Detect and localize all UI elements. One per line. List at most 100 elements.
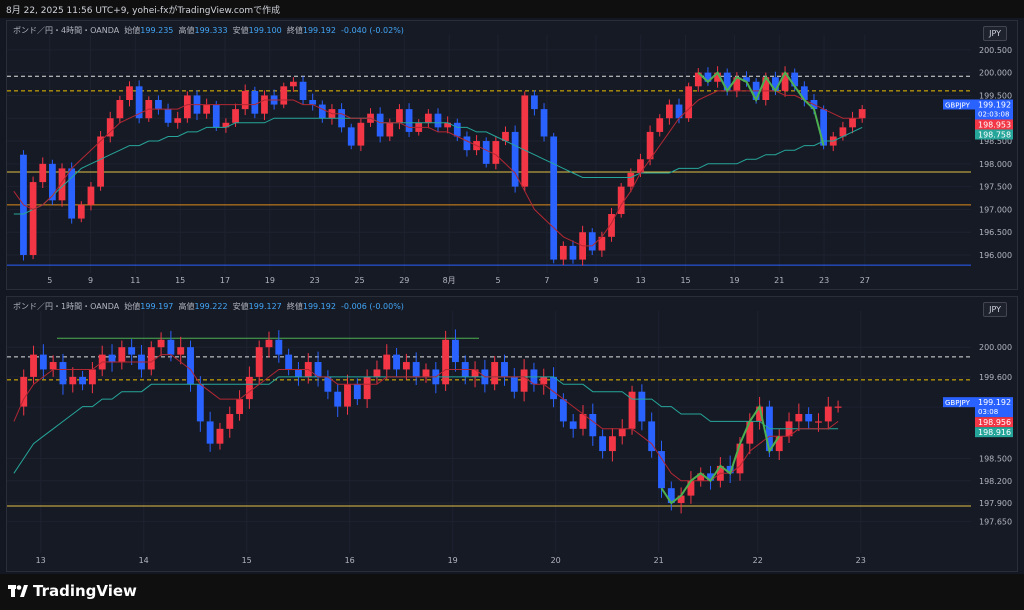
- candle-body: [39, 354, 47, 370]
- candle-body: [206, 421, 214, 444]
- candle-body: [511, 131, 519, 187]
- currency-button-1h[interactable]: JPY: [983, 302, 1007, 317]
- legend-high: 199.333: [194, 26, 228, 35]
- candle-body: [618, 428, 626, 437]
- x-tick-label: 17: [220, 276, 230, 285]
- candle-body: [579, 413, 587, 429]
- candle-body: [383, 354, 391, 370]
- candle-body: [858, 109, 866, 119]
- candle-body: [704, 72, 712, 82]
- candle-body: [183, 95, 191, 119]
- legend-open: 199.235: [140, 26, 174, 35]
- candle-body: [714, 72, 721, 82]
- candle-body: [444, 122, 452, 128]
- candle-body: [106, 118, 114, 137]
- candle-body: [424, 113, 432, 123]
- candle-body: [675, 104, 683, 119]
- x-tick-label: 22: [753, 556, 763, 565]
- legend-change: -0.006 (-0.00%): [341, 302, 404, 311]
- candle-body: [733, 77, 741, 91]
- tradingview-brand: TradingView: [33, 582, 137, 600]
- chart-canvas-4h[interactable]: 200.500200.000199.500199.000198.500198.0…: [7, 21, 1017, 289]
- candle-body: [471, 369, 479, 377]
- x-tick-label: 14: [139, 556, 149, 565]
- x-tick-label: 11: [130, 276, 140, 285]
- candle-body: [707, 473, 714, 481]
- price-tag-value: 198.916: [978, 428, 1011, 437]
- legend-close: 199.192: [302, 302, 336, 311]
- candle-body: [167, 339, 175, 355]
- chart-canvas-1h[interactable]: 200.000 199.600 199.192 198.500 198.200 197.9…: [7, 297, 1017, 571]
- candle-body: [694, 72, 702, 87]
- candle-body: [147, 347, 155, 370]
- candle-body: [212, 104, 220, 128]
- chart-panel-1h[interactable]: ポンド／円・1時間・OANDA 始値199.197 高値199.222 安値19…: [6, 296, 1018, 572]
- candle-body: [627, 172, 635, 187]
- legend-low-label: 安値: [232, 26, 249, 35]
- candle-body: [746, 421, 754, 444]
- candle-body: [726, 465, 734, 474]
- candle-body: [265, 339, 273, 348]
- x-tick-label: 25: [354, 276, 364, 285]
- candle-body: [299, 81, 307, 100]
- candle-body: [648, 421, 656, 452]
- candle-body: [510, 376, 518, 392]
- candle-body: [608, 436, 616, 452]
- candle-body: [559, 245, 567, 260]
- candle-body: [116, 100, 124, 119]
- chart-panel-4h[interactable]: ポンド／円・4時間・OANDA 始値199.235 高値199.333 安値19…: [6, 20, 1018, 290]
- candle-body: [376, 113, 384, 137]
- candle-body: [775, 436, 783, 452]
- candle-body: [245, 376, 253, 400]
- candle-body: [834, 406, 842, 408]
- price-tag: [975, 417, 1013, 428]
- wave-line: [697, 70, 825, 146]
- y-tick-label: 197.900: [979, 499, 1012, 508]
- footer-bar: TradingView: [0, 574, 1024, 610]
- candle-body: [39, 163, 47, 183]
- legend-open-label: 始値: [124, 26, 141, 35]
- candle-body: [135, 86, 143, 119]
- symbol-tag: [943, 99, 975, 110]
- candle-body: [261, 95, 268, 114]
- candle-body: [723, 72, 731, 91]
- candle-body: [685, 86, 693, 119]
- candle-body: [599, 436, 607, 452]
- price-tag-value: 198.758: [978, 130, 1011, 139]
- price-tag-value: 199.192: [978, 398, 1011, 407]
- y-tick-label: 198.500: [979, 455, 1012, 464]
- candle-body: [820, 109, 827, 146]
- candle-body: [97, 136, 104, 187]
- candle-body: [118, 347, 126, 363]
- candle-body: [656, 118, 664, 132]
- candle-body: [393, 354, 400, 370]
- legend-open: 199.197: [140, 302, 174, 311]
- candle-body: [658, 451, 665, 489]
- candle-body: [617, 186, 625, 214]
- x-tick-label: 15: [175, 276, 185, 285]
- legend-close-label: 終値: [286, 26, 303, 35]
- candle-body: [314, 362, 322, 377]
- candle-body: [402, 362, 410, 370]
- price-tag: [975, 397, 1013, 418]
- candle-body: [295, 369, 302, 377]
- candle-body: [128, 347, 136, 355]
- y-tick-label: 196.500: [979, 228, 1012, 237]
- candle-body: [68, 168, 76, 219]
- candle-body: [442, 339, 450, 385]
- candle-body: [373, 369, 381, 377]
- legend-low: 199.100: [248, 26, 282, 35]
- candle-body: [762, 77, 770, 100]
- candle-body: [88, 369, 96, 385]
- x-tick-label: 13: [36, 556, 46, 565]
- price-tag: [975, 427, 1013, 438]
- candle-body: [805, 413, 813, 422]
- ma-slow-line: [13, 117, 863, 215]
- candle-body: [491, 362, 499, 385]
- currency-button-4h[interactable]: JPY: [983, 26, 1007, 41]
- candle-body: [177, 347, 185, 355]
- candle-body: [569, 421, 577, 429]
- candle-body: [251, 90, 259, 114]
- candle-body: [412, 362, 420, 377]
- candle-body: [280, 86, 288, 105]
